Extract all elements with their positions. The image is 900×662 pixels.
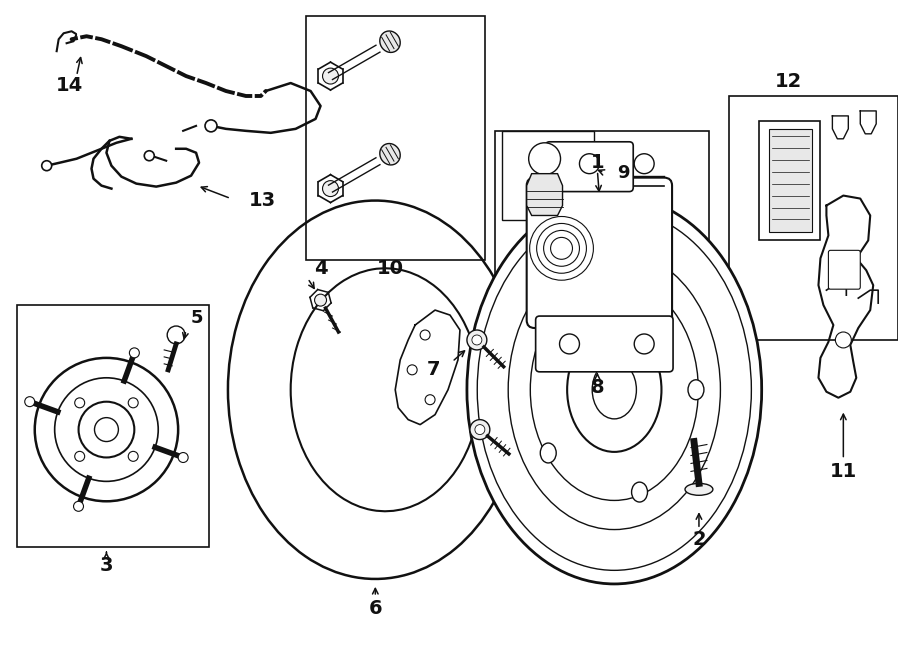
Text: 7: 7 — [427, 360, 440, 379]
Bar — [495, 131, 709, 375]
Text: 11: 11 — [830, 462, 857, 481]
Circle shape — [467, 330, 487, 350]
Circle shape — [205, 120, 217, 132]
Circle shape — [634, 334, 654, 354]
FancyBboxPatch shape — [828, 250, 860, 289]
Text: 5: 5 — [191, 309, 203, 327]
Text: 6: 6 — [368, 599, 382, 618]
Circle shape — [75, 451, 85, 461]
Text: 13: 13 — [248, 191, 276, 210]
Ellipse shape — [592, 361, 636, 419]
Circle shape — [41, 161, 51, 171]
Ellipse shape — [530, 279, 698, 500]
Ellipse shape — [567, 328, 662, 452]
Circle shape — [35, 358, 178, 501]
Ellipse shape — [632, 482, 647, 502]
Text: 8: 8 — [590, 378, 604, 397]
Text: 9: 9 — [617, 164, 630, 181]
Circle shape — [55, 378, 158, 481]
FancyBboxPatch shape — [545, 142, 634, 191]
Bar — [729, 96, 898, 340]
Circle shape — [544, 230, 580, 266]
Circle shape — [470, 420, 490, 440]
Circle shape — [24, 397, 35, 406]
Text: 12: 12 — [775, 71, 802, 91]
Circle shape — [407, 365, 417, 375]
Bar — [769, 129, 813, 232]
Circle shape — [835, 332, 851, 348]
Circle shape — [420, 330, 430, 340]
Circle shape — [536, 224, 587, 273]
Circle shape — [322, 68, 338, 84]
Circle shape — [530, 216, 593, 280]
Circle shape — [144, 151, 154, 161]
Circle shape — [94, 418, 119, 442]
Bar — [759, 121, 821, 240]
Circle shape — [74, 501, 84, 511]
Circle shape — [167, 326, 185, 344]
Ellipse shape — [685, 483, 713, 495]
Text: 10: 10 — [377, 259, 404, 278]
FancyBboxPatch shape — [526, 177, 672, 328]
Circle shape — [634, 154, 654, 173]
Text: 2: 2 — [692, 530, 706, 549]
Circle shape — [551, 238, 572, 260]
Circle shape — [475, 424, 485, 434]
Ellipse shape — [540, 316, 556, 336]
Circle shape — [178, 453, 188, 463]
Circle shape — [315, 294, 327, 306]
Circle shape — [130, 348, 140, 358]
Circle shape — [580, 154, 599, 173]
Circle shape — [128, 451, 139, 461]
Circle shape — [128, 398, 139, 408]
Bar — [502, 131, 594, 220]
Circle shape — [472, 335, 482, 345]
Circle shape — [322, 181, 338, 197]
Circle shape — [425, 395, 435, 404]
Text: 4: 4 — [314, 259, 328, 278]
Ellipse shape — [508, 250, 720, 530]
Circle shape — [78, 402, 134, 457]
Ellipse shape — [540, 443, 556, 463]
Circle shape — [75, 398, 85, 408]
Text: 1: 1 — [590, 153, 604, 172]
FancyBboxPatch shape — [536, 316, 673, 372]
Ellipse shape — [380, 144, 400, 165]
Bar — [306, 17, 485, 260]
Ellipse shape — [632, 277, 647, 297]
Text: 3: 3 — [100, 555, 113, 575]
Ellipse shape — [467, 195, 761, 584]
Circle shape — [560, 334, 580, 354]
Ellipse shape — [380, 31, 400, 52]
Ellipse shape — [688, 380, 704, 400]
Polygon shape — [526, 173, 562, 216]
Bar — [17, 305, 209, 547]
Circle shape — [528, 143, 561, 175]
Ellipse shape — [477, 209, 752, 571]
Text: 14: 14 — [56, 75, 83, 95]
